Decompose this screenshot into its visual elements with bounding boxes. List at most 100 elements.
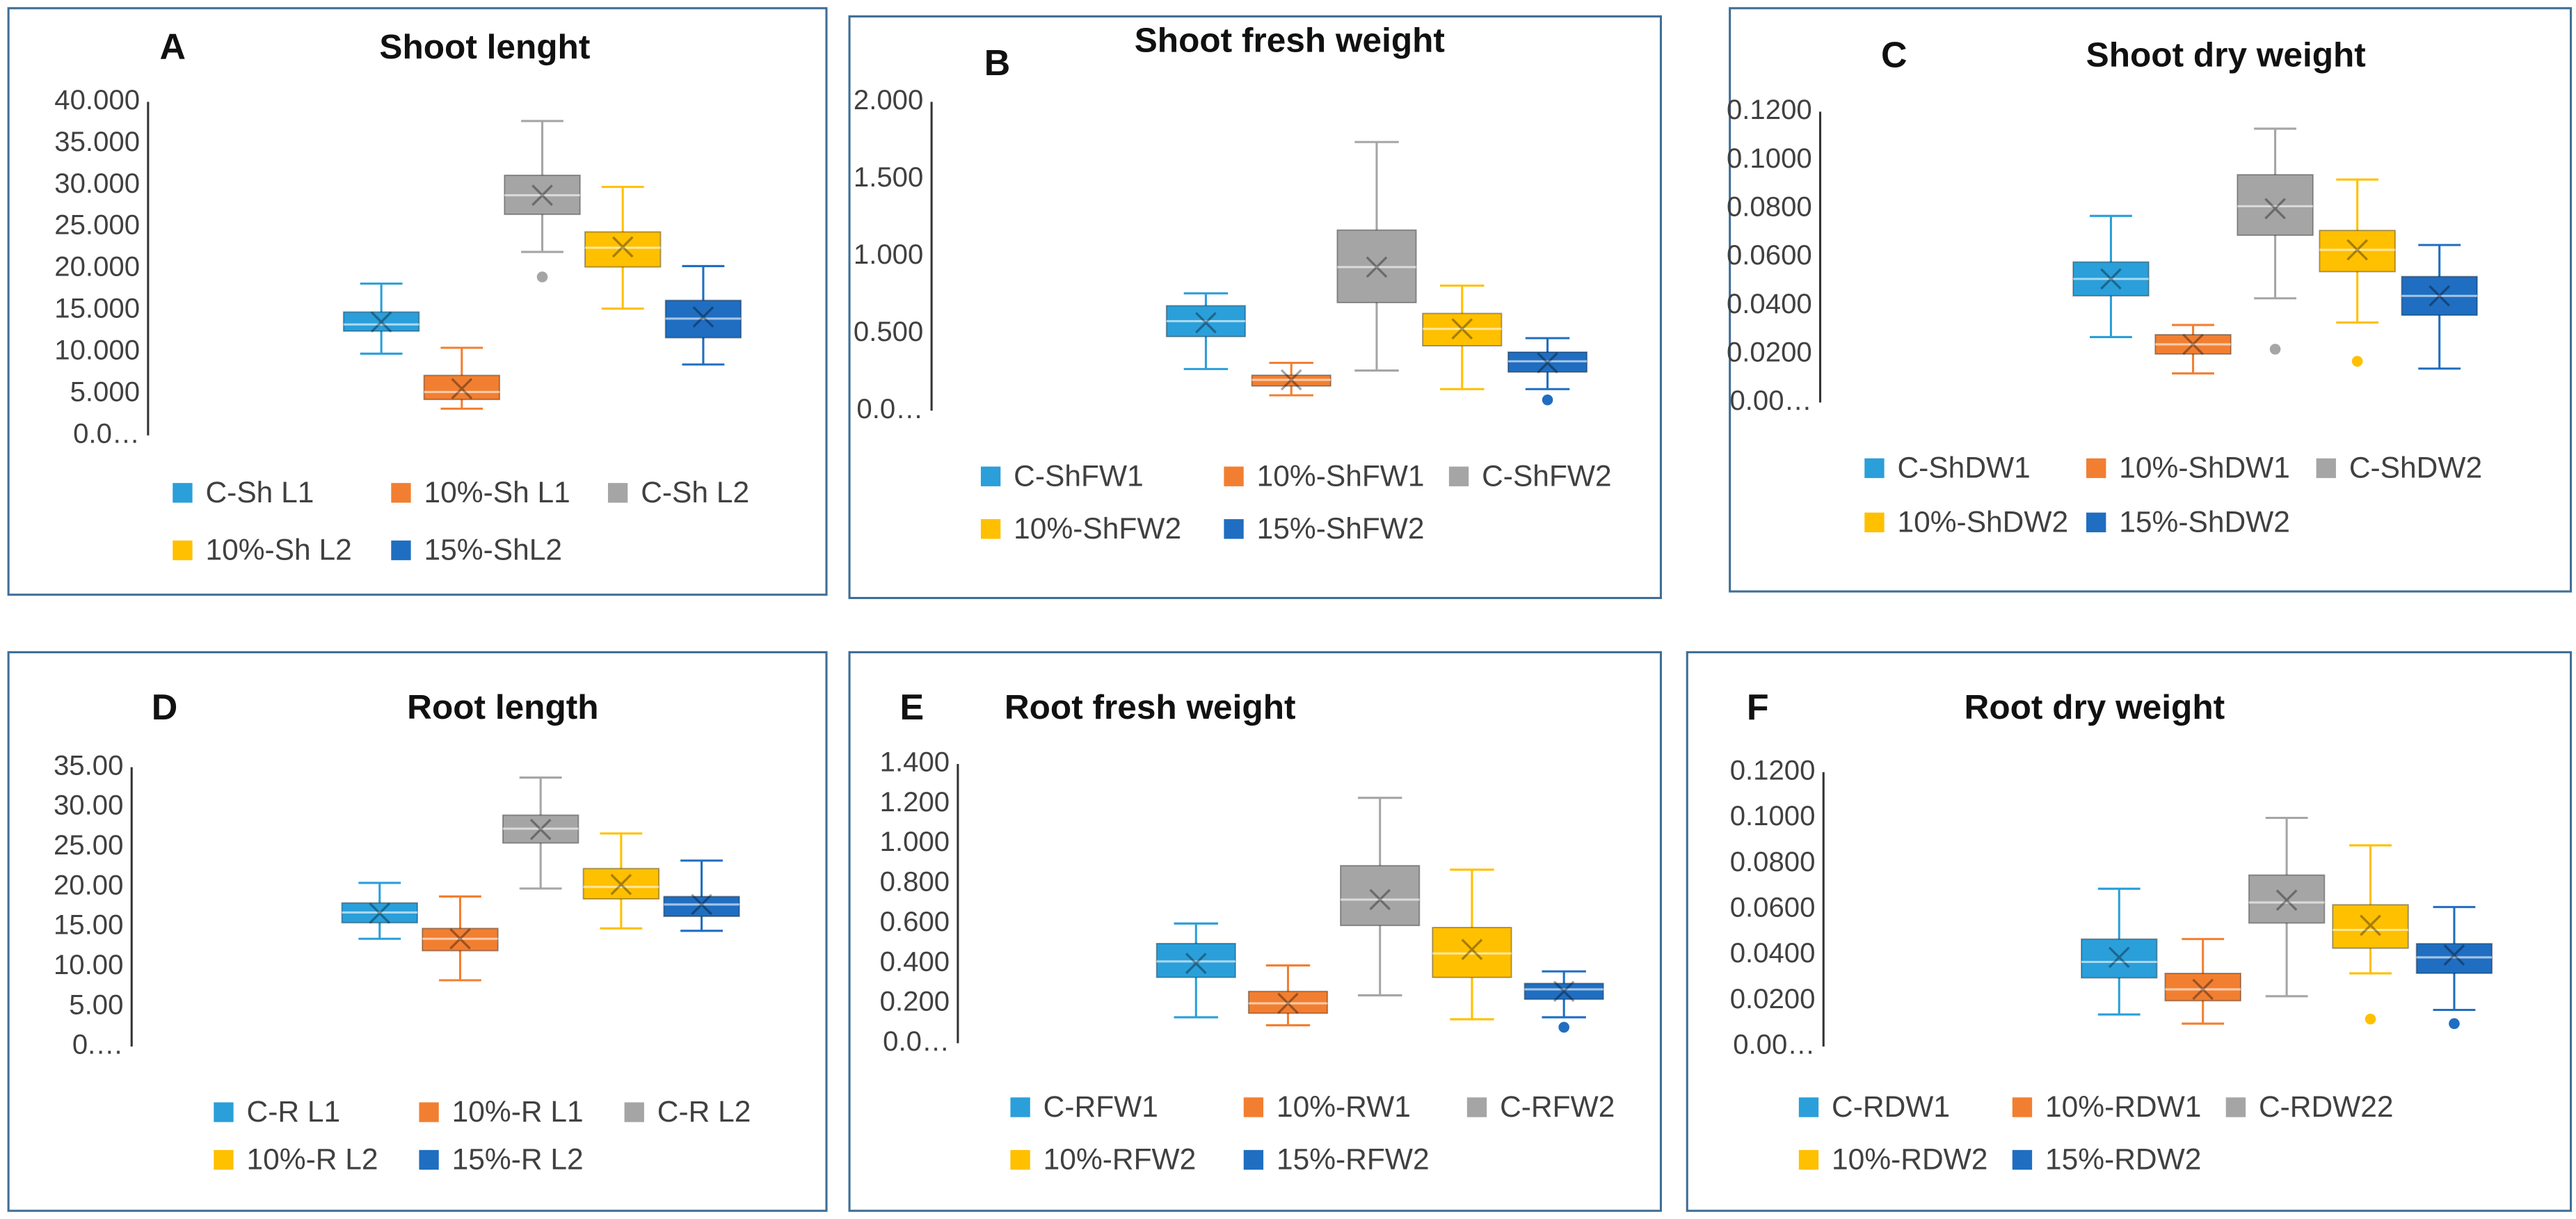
box bbox=[342, 311, 420, 332]
y-tick-label: 0.00… bbox=[1729, 385, 1811, 416]
panel-letter: A bbox=[159, 27, 186, 67]
box bbox=[2164, 972, 2241, 1002]
y-tick-label: 0.1000 bbox=[1727, 143, 1812, 174]
legend-label: C-ShDW2 bbox=[2349, 452, 2482, 485]
legend-swatch bbox=[1243, 1097, 1264, 1117]
mean-marker bbox=[2264, 198, 2286, 220]
box bbox=[2332, 904, 2409, 949]
legend-swatch bbox=[607, 483, 628, 503]
mean-marker bbox=[451, 378, 473, 399]
legend-swatch bbox=[1798, 1149, 1819, 1170]
legend-label: 15%-ShL2 bbox=[424, 534, 562, 567]
y-tick-label: 0.0200 bbox=[1730, 983, 1816, 1014]
legend-swatch bbox=[1224, 466, 1244, 486]
y-tick-label: 1.000 bbox=[854, 239, 923, 270]
legend-swatch bbox=[1864, 512, 1885, 533]
legend-swatch bbox=[173, 483, 193, 503]
legend-label: C-Sh L1 bbox=[205, 477, 314, 509]
legend-label: 10%-RDW1 bbox=[2045, 1091, 2201, 1124]
mean-marker bbox=[2346, 239, 2368, 261]
mean-marker bbox=[1537, 352, 1558, 374]
legend-swatch bbox=[214, 1149, 234, 1170]
legend-swatch bbox=[1448, 466, 1469, 486]
mean-marker bbox=[2108, 946, 2130, 969]
y-tick-label: 15.000 bbox=[54, 293, 140, 324]
legend-swatch bbox=[214, 1102, 234, 1122]
mean-marker bbox=[691, 893, 712, 916]
y-tick-label: 0.400 bbox=[880, 946, 950, 977]
legend-label: C-R L2 bbox=[657, 1096, 751, 1129]
legend-swatch bbox=[2086, 512, 2106, 533]
legend-swatch bbox=[1798, 1097, 1819, 1117]
mean-marker bbox=[1185, 953, 1207, 975]
mean-marker bbox=[369, 902, 391, 924]
legend-swatch bbox=[1010, 1097, 1030, 1117]
mean-marker bbox=[531, 184, 553, 206]
legend-label: 10%-Sh L1 bbox=[424, 477, 570, 509]
y-tick-label: 0.… bbox=[72, 1029, 124, 1060]
y-tick-label: 5.000 bbox=[70, 376, 140, 407]
chart-title: Shoot dry weight bbox=[2086, 35, 2366, 74]
legend-label: 10%-R L2 bbox=[247, 1144, 378, 1177]
panel-letter: E bbox=[899, 687, 924, 728]
legend-label: C-RDW22 bbox=[2259, 1091, 2394, 1124]
mean-marker bbox=[2192, 978, 2214, 1001]
legend-label: C-R L1 bbox=[247, 1096, 341, 1129]
legend-label: 10%-R L1 bbox=[452, 1096, 584, 1129]
legend-swatch bbox=[2225, 1097, 2246, 1117]
chart-title: Root dry weight bbox=[1965, 687, 2225, 726]
legend-swatch bbox=[173, 540, 193, 561]
y-tick-label: 0.0600 bbox=[1730, 892, 1816, 923]
legend-label: C-RDW1 bbox=[1832, 1091, 1950, 1124]
legend-label: 10%-ShDW2 bbox=[1898, 506, 2069, 539]
panel-frame bbox=[1686, 651, 2573, 1212]
panel-letter: C bbox=[1881, 35, 1907, 75]
legend-swatch bbox=[1010, 1149, 1030, 1170]
outlier bbox=[1542, 394, 1553, 406]
box bbox=[423, 374, 501, 401]
mean-marker bbox=[2443, 944, 2465, 966]
panel-letter: B bbox=[984, 43, 1011, 83]
legend-label: 10%-ShFW1 bbox=[1257, 460, 1425, 493]
panel-frame bbox=[848, 651, 1663, 1212]
y-tick-label: 15.00 bbox=[54, 909, 123, 941]
y-tick-label: 0.0400 bbox=[1727, 288, 1812, 319]
legend-label: 10%-ShDW1 bbox=[2119, 452, 2290, 485]
legend-swatch bbox=[1224, 519, 1244, 539]
legend-swatch bbox=[624, 1102, 644, 1122]
y-tick-label: 25.000 bbox=[54, 209, 140, 241]
legend-swatch bbox=[419, 1102, 439, 1122]
box bbox=[582, 868, 660, 900]
mean-marker bbox=[1195, 312, 1217, 334]
legend-label: 15%-ShFW2 bbox=[1257, 513, 1425, 545]
legend-label: 15%-RFW2 bbox=[1277, 1144, 1430, 1177]
y-tick-label: 0.1200 bbox=[1730, 754, 1816, 786]
outlier bbox=[2365, 1013, 2376, 1025]
y-tick-label: 0.500 bbox=[854, 316, 923, 347]
mean-marker bbox=[1461, 939, 1483, 960]
y-tick-label: 1.400 bbox=[880, 747, 950, 778]
panel-letter: D bbox=[152, 687, 178, 728]
legend-swatch bbox=[980, 466, 1001, 486]
outlier bbox=[536, 271, 548, 282]
outlier bbox=[2269, 344, 2281, 355]
outlier bbox=[2449, 1018, 2460, 1030]
mean-marker bbox=[1366, 256, 1388, 278]
y-tick-label: 2.000 bbox=[854, 84, 923, 115]
y-tick-label: 0.0600 bbox=[1727, 239, 1812, 271]
legend-label: 10%-RDW2 bbox=[1832, 1144, 1987, 1177]
mean-marker bbox=[529, 818, 552, 840]
mean-marker bbox=[2429, 285, 2451, 307]
box bbox=[584, 231, 662, 268]
chart-panel: D Root length 0.… 5.00 10.00 15.00 20.00 25.00 3… bbox=[7, 651, 828, 1212]
mean-marker bbox=[611, 236, 634, 258]
outlier bbox=[1558, 1021, 1569, 1033]
y-tick-label: 1.500 bbox=[854, 161, 923, 193]
chart-panel: A Shoot lenght 0.0… 5.000 10.000 15.000 20.000… bbox=[7, 7, 828, 596]
legend-swatch bbox=[1864, 458, 1885, 479]
mean-marker bbox=[449, 927, 471, 950]
legend-swatch bbox=[391, 483, 411, 503]
box bbox=[2237, 174, 2314, 237]
legend-swatch bbox=[2012, 1149, 2033, 1170]
